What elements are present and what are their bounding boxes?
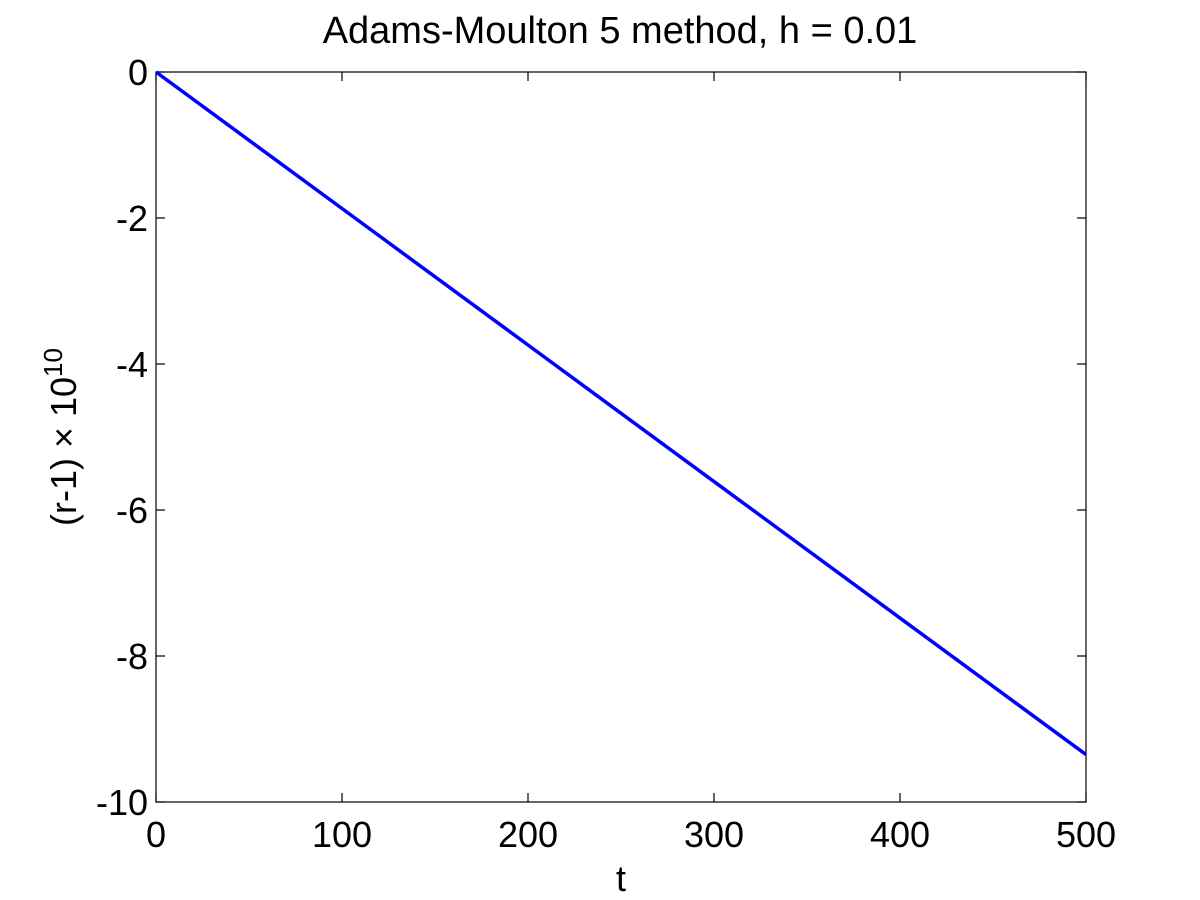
y-tick-label: 0 xyxy=(128,52,148,93)
series-layer xyxy=(154,70,1088,756)
y-tick-label: -6 xyxy=(116,490,148,531)
x-tick-label: 200 xyxy=(498,814,558,855)
y-tick-label: -10 xyxy=(96,782,148,823)
y-axis-tick-labels: 0 -2 -4 -6 -8 -10 xyxy=(96,52,148,823)
x-tick-label: 100 xyxy=(312,814,372,855)
y-axis-label: (r-1) × 1010 xyxy=(38,348,84,526)
plot-frame xyxy=(155,71,1087,803)
x-axis-tick-labels: 0 100 200 300 400 500 xyxy=(146,814,1116,855)
x-tick-label: 300 xyxy=(684,814,744,855)
y-tick-label: -2 xyxy=(116,198,148,239)
x-axis-label: t xyxy=(616,858,626,899)
y-axis-ticks xyxy=(156,71,1086,803)
series-line xyxy=(154,70,1088,756)
x-tick-label: 500 xyxy=(1056,814,1116,855)
y-tick-label: -4 xyxy=(116,344,148,385)
chart-title: Adams-Moulton 5 method, h = 0.01 xyxy=(323,10,918,52)
plot-area xyxy=(154,70,1088,803)
x-tick-label: 400 xyxy=(870,814,930,855)
y-tick-label: -8 xyxy=(116,636,148,677)
y-axis-label-exponent: 10 xyxy=(38,348,68,377)
y-axis-label-base: (r-1) × 10 xyxy=(43,377,84,526)
x-tick-label: 0 xyxy=(146,814,166,855)
